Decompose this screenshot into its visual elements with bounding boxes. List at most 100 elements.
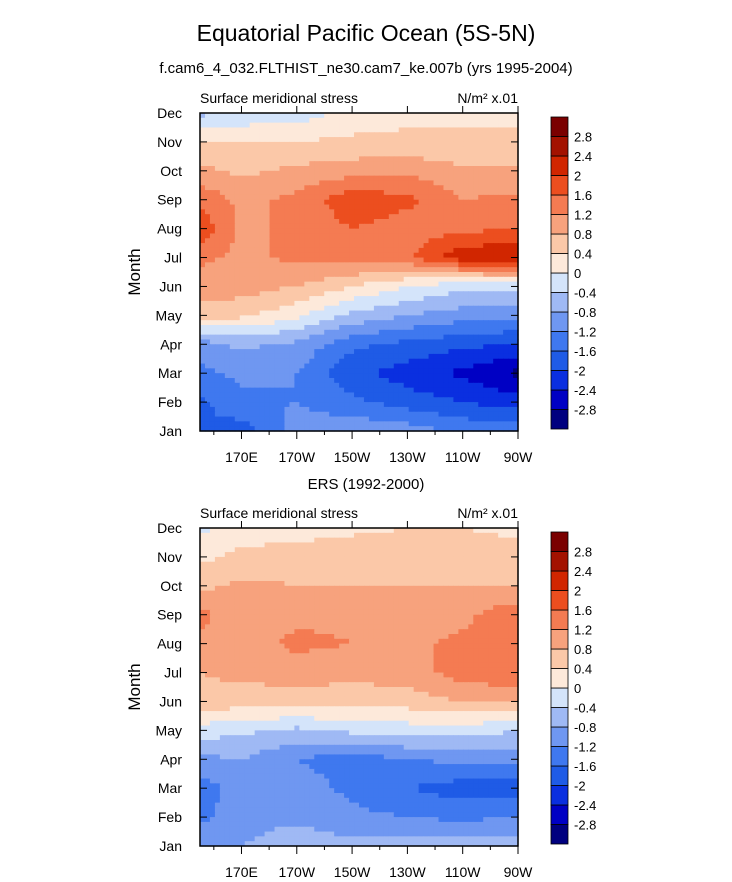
contour-cell <box>264 310 271 316</box>
contour-cell <box>423 185 430 191</box>
contour-cell <box>408 272 415 278</box>
contour-cell <box>359 141 365 148</box>
contour-cell <box>309 305 315 312</box>
contour-cell <box>309 252 315 259</box>
colorbar-label: 2.4 <box>574 149 592 164</box>
contour-cell <box>398 175 405 182</box>
contour-cell <box>413 406 420 413</box>
contour-cell <box>209 132 216 138</box>
contour-cell <box>314 392 320 398</box>
contour-cell <box>244 276 251 283</box>
contour-cell <box>200 166 206 172</box>
contour-cell <box>503 214 509 220</box>
contour-cell <box>219 353 226 360</box>
contour-cell <box>239 339 246 345</box>
contour-cell <box>418 219 425 225</box>
contour-cell <box>463 547 469 553</box>
contour-cell <box>503 247 509 254</box>
contour-cell <box>329 199 335 206</box>
contour-cell <box>418 411 425 418</box>
contour-cell <box>219 146 226 153</box>
contour-cell <box>468 267 474 273</box>
contour-cell <box>244 368 251 374</box>
contour-cell <box>453 310 459 316</box>
contour-cell <box>224 552 231 558</box>
contour-cell <box>498 137 504 143</box>
contour-cell <box>403 571 410 577</box>
contour-cell <box>468 281 474 288</box>
contour-cell <box>334 151 340 157</box>
contour-cell <box>498 358 504 365</box>
contour-cell <box>319 552 325 558</box>
contour-cell <box>433 161 440 167</box>
contour-cell <box>249 576 256 582</box>
contour-cell <box>324 358 330 365</box>
contour-cell <box>433 137 440 143</box>
contour-cell <box>259 325 266 331</box>
contour-cell <box>483 411 489 418</box>
contour-cell <box>239 363 246 369</box>
contour-cell <box>294 320 300 326</box>
contour-cell <box>368 166 375 172</box>
contour-cell <box>433 267 440 273</box>
contour-cell <box>453 262 459 268</box>
contour-cell <box>488 387 494 394</box>
contour-cell <box>373 262 380 268</box>
contour-cell <box>363 334 370 341</box>
contour-cell <box>473 566 479 572</box>
contour-cell <box>388 252 395 259</box>
contour-cell <box>378 238 385 244</box>
contour-cell <box>274 353 281 360</box>
contour-cell <box>363 247 370 254</box>
contour-cell <box>319 556 325 563</box>
contour-cell <box>468 161 474 167</box>
contour-cell <box>418 122 425 129</box>
contour-cell <box>359 180 365 186</box>
contour-cell <box>418 387 425 394</box>
contour-cell <box>259 561 266 568</box>
contour-cell <box>239 392 246 398</box>
contour-cell <box>423 199 430 206</box>
contour-cell <box>269 320 276 326</box>
contour-cell <box>503 353 509 360</box>
contour-cell <box>254 233 261 239</box>
contour-cell <box>229 223 236 230</box>
contour-cell <box>274 137 281 143</box>
contour-cell <box>294 387 300 394</box>
contour-cell <box>388 556 395 563</box>
contour-cell <box>493 281 499 288</box>
contour-cell <box>463 113 469 119</box>
contour-cell <box>289 532 296 539</box>
contour-cell <box>204 576 211 582</box>
contour-cell <box>344 286 350 292</box>
contour-cell <box>324 552 330 558</box>
contour-cell <box>508 421 514 427</box>
contour-cell <box>403 339 410 345</box>
contour-cell <box>309 528 315 534</box>
contour-cell <box>214 247 221 254</box>
contour-cell <box>329 368 335 374</box>
contour-cell <box>344 421 350 427</box>
contour-cell <box>483 402 489 408</box>
contour-cell <box>418 571 425 577</box>
contour-cell <box>468 552 474 558</box>
contour-cell <box>344 228 350 235</box>
contour-cell <box>304 247 310 254</box>
contour-cell <box>488 339 494 345</box>
contour-cell <box>254 223 261 230</box>
contour-cell <box>443 349 450 355</box>
contour-cell <box>468 344 474 350</box>
contour-cell <box>264 296 271 302</box>
contour-cell <box>478 199 484 206</box>
contour-cell <box>264 223 271 230</box>
contour-cell <box>329 426 335 432</box>
contour-cell <box>428 272 435 278</box>
contour-cell <box>468 238 474 244</box>
contour-cell <box>403 113 410 119</box>
contour-cell <box>503 252 509 259</box>
contour-cell <box>284 382 291 389</box>
contour-cell <box>423 426 430 432</box>
contour-cell <box>478 421 484 427</box>
contour-cell <box>324 214 330 220</box>
contour-cell <box>344 571 350 577</box>
